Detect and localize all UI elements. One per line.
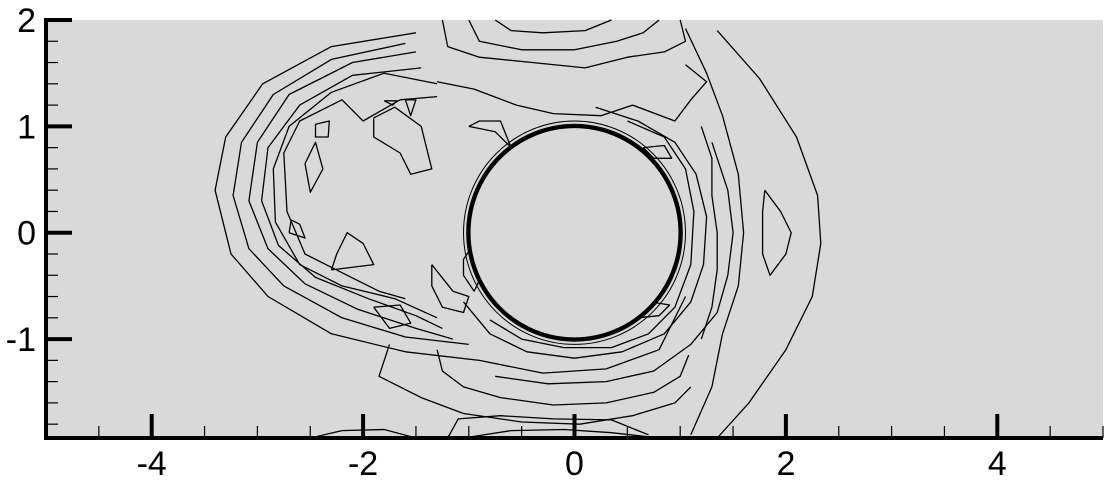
contour-line-inner-right-ring-1: [462, 106, 708, 359]
contour-line-bottom-lobe-1: [436, 349, 690, 406]
x-tick-label: 0: [565, 445, 584, 482]
obstacle-circle: [467, 124, 682, 341]
obstacle-boundary-contour: [463, 120, 686, 345]
contour-line-blob-k: [373, 106, 433, 175]
obstacle-boundary-contour: [466, 123, 683, 342]
contour-line-blob-c: [314, 120, 330, 138]
contour-line-blob-h: [468, 120, 512, 149]
contour-line-blob-e: [383, 100, 398, 106]
contour-line-right-ring-3: [495, 142, 734, 385]
contour-line-arc-6: [283, 95, 438, 300]
contour-line-blob-f: [330, 232, 375, 271]
contour-line-right-outer-ring: [716, 30, 822, 439]
contour-line-right-blob: [761, 189, 792, 276]
contour-line-arc-5: [272, 72, 438, 319]
contour-line-top-lobe-2: [468, 19, 660, 51]
y-tick-label: 1: [17, 108, 36, 146]
y-tick-label: 2: [17, 2, 36, 40]
contour-line-top-lobe-3: [494, 19, 612, 34]
contour-line-outer-left-arc: [214, 32, 687, 374]
contour-line-arc-3: [248, 51, 454, 340]
contour-line-arc-2: [232, 42, 469, 346]
y-tick-label: 0: [17, 215, 36, 253]
contour-line-bottom-lobe-3: [447, 415, 649, 439]
contour-line-top-lobe-1: [441, 19, 687, 69]
x-tick-label: 2: [776, 445, 795, 482]
y-tick-label: -1: [6, 321, 36, 359]
contour-line-bottom-lobe-2: [378, 344, 692, 425]
contour-line-top-mid: [436, 64, 708, 122]
x-tick-label: -2: [348, 445, 378, 482]
contour-lines: [214, 19, 822, 439]
axes: [44, 18, 1104, 440]
x-tick-label: -4: [137, 445, 167, 482]
contour-line-inner-right-ring-2: [489, 120, 695, 349]
contour-line-arc-4: [260, 67, 443, 329]
contour-line-right-loop: [700, 126, 718, 340]
x-tick-label: 4: [988, 445, 1007, 482]
contour-line-right-ring-2: [684, 28, 745, 436]
contour-line-blob-l: [642, 144, 673, 159]
contour-line-blob-d: [404, 99, 417, 117]
contour-line-blob-j: [431, 264, 470, 314]
obstacle: [463, 120, 686, 345]
contour-line-blob-b: [304, 141, 324, 193]
contour-line-blob-g: [373, 304, 412, 330]
contour-line-blob-a: [288, 219, 306, 239]
tick-labels: -4 -2 0 2 4 2 1 0 -1: [6, 2, 1007, 482]
